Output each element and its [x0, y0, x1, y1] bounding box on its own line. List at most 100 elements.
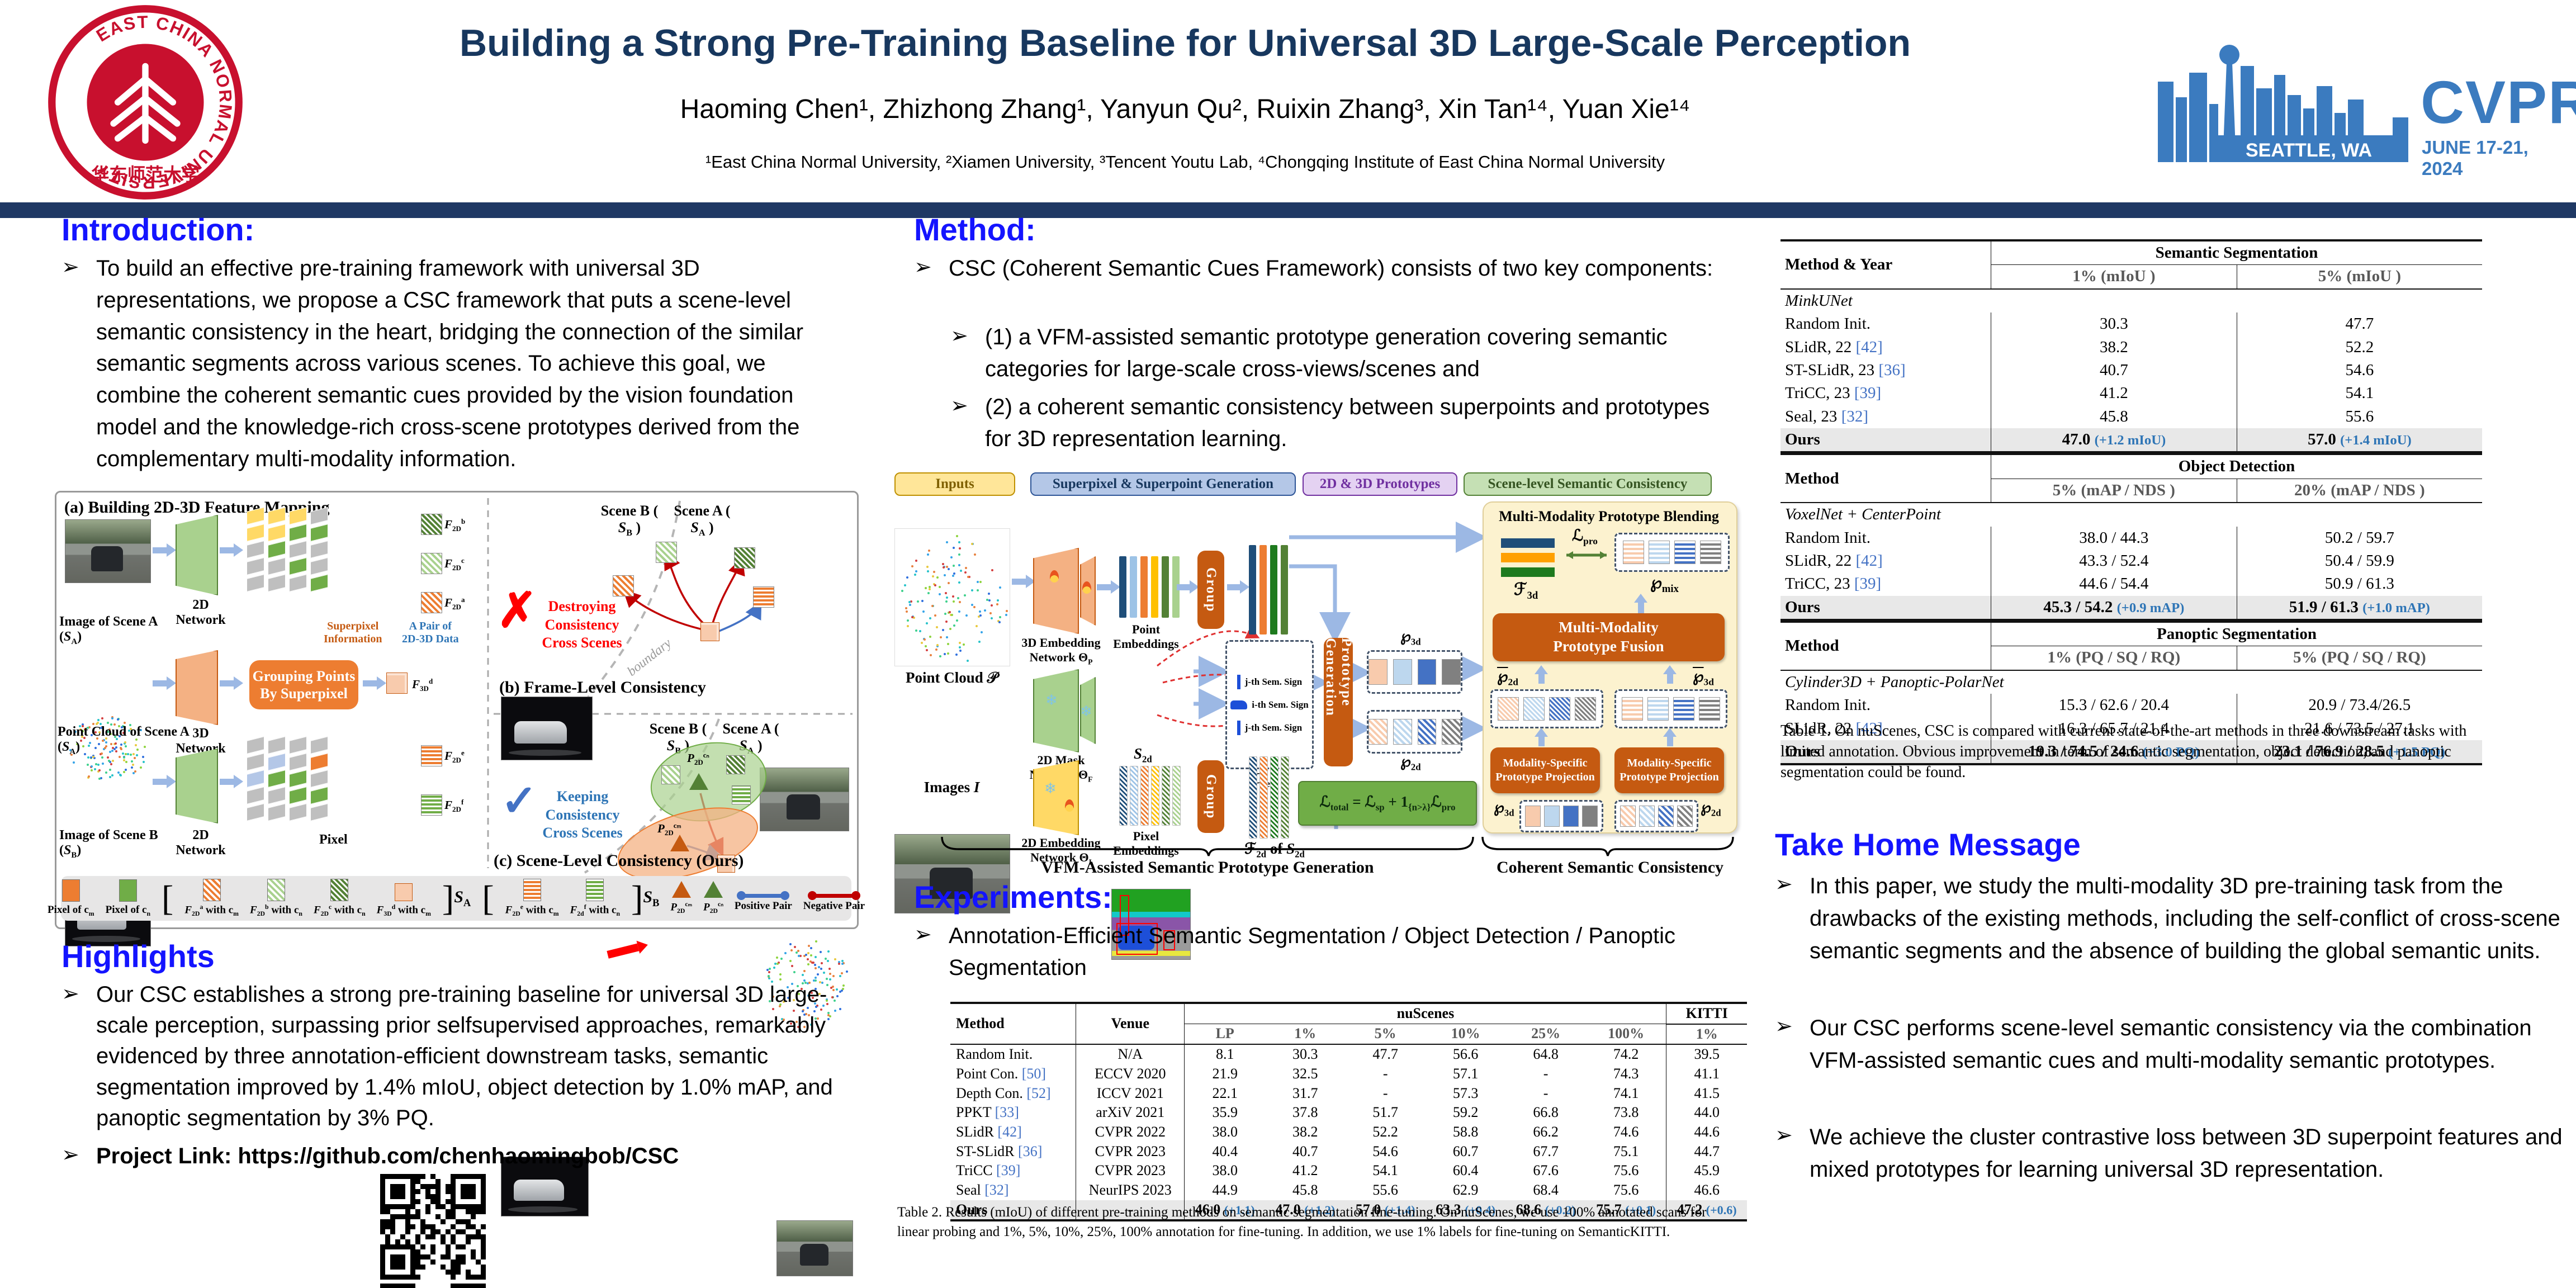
table-row: ST-SLidR [36] CVPR 2023 40.4 40.7 54.6 60.7 67… [950, 1142, 1747, 1162]
table-row: SLidR [42] CVPR 2022 38.0 38.2 52.2 58.8 66.2 7… [950, 1123, 1747, 1142]
table-row: Depth Con. [52] ICCV 2021 22.1 31.7-57.3-74… [950, 1083, 1747, 1104]
table-1: Method & Year Semantic Segmentation 1% (mI… [1781, 239, 2482, 766]
legend-swatch-icon [671, 881, 691, 898]
table-row: SLidR, 22 [42] 38.2 52.2 [1781, 335, 2482, 359]
brace-left-label: VFM-Assisted Semantic Prototype Generati… [1041, 858, 1374, 877]
take-home-bullet-1: ➢ In this paper, we study the multi-moda… [1775, 870, 2569, 967]
cvpr-logo: SEATTLE, WA CVPR JUNE 17-21, 2024 [2158, 22, 2576, 179]
check-mark-icon: ✓ [501, 776, 538, 825]
table-row: PPKT [33] arXiV 2021 35.9 37.8 51.7 59.2 66.8 7… [950, 1103, 1747, 1123]
project-link[interactable]: Project Link: https://github.com/chenhao… [96, 1144, 679, 1168]
experiments-heading: Experiments: [914, 879, 1112, 915]
point-cloud-label: Point Cloud 𝒫 [905, 669, 998, 686]
legend-label: Negative Pair [803, 899, 865, 912]
legend-item: F2df with cn [570, 878, 620, 918]
take-home-bullet-3: ➢ We achieve the cluster contrastive los… [1775, 1121, 2569, 1186]
bullet-arrow-icon: ➢ [61, 982, 79, 1006]
f3d-d-label: F3Dd [412, 677, 433, 693]
point-cloud-thumb [762, 936, 850, 1030]
table-row: TriCC [39] CVPR 2023 38.0 41.2 54.1 60.4 67.6 7… [950, 1161, 1747, 1181]
loss-formula-box: ℒtotal = ℒsp + 1{n>λ}ℒpro [1298, 781, 1477, 826]
p2d-bar-box [1490, 689, 1603, 728]
superpoint-cube [717, 855, 735, 873]
architecture-row: MinkUNet [1785, 291, 1853, 310]
red-arrow-icon [606, 938, 650, 961]
bullet-arrow-icon: ➢ [914, 255, 932, 279]
table-row: TriCC, 23 [39] 41.2 54.1 [1781, 382, 2482, 405]
p2d-bar-label: ℘2d [1497, 668, 1518, 688]
legend-label: F3Dd with cm [376, 903, 431, 918]
legend-swatch-icon [267, 878, 285, 901]
prototype-generation-box: Prototype Generation [1323, 638, 1354, 766]
legend-set-label: SA [454, 887, 471, 909]
feature-chip [753, 586, 774, 608]
f3d-label: ℱ3d [1514, 580, 1538, 602]
architecture-row: Cylinder3D + Panoptic-PolarNet [1785, 673, 2004, 691]
bullet-arrow-icon: ➢ [61, 1143, 79, 1167]
results-table-1-section-2: Method Object Detection 5% (mAP / NDS ) 20%… [1781, 453, 2482, 621]
arrow-up-icon [1663, 665, 1677, 684]
panel-b-scene-a-label: Scene A ( SA ) [674, 503, 731, 538]
2d-embedding-network [1033, 760, 1079, 835]
images-label: Images I [924, 779, 980, 795]
panel-b-scene-b-photo [501, 697, 593, 760]
experiments-bullet: ➢ Annotation-Efficient Semantic Segmenta… [914, 920, 1730, 984]
figure-legend: Pixel of cm Pixel of cn [F2Da with cm F2Db … [48, 876, 865, 921]
3d-network-label: 3D Network [176, 726, 226, 756]
method-main-text: CSC (Coherent Semantic Cues Framework) c… [949, 256, 1713, 281]
net2demb-label: 2D Embedding Network ΘI [1021, 836, 1101, 866]
table-row: SLidR, 22 [42] 43.3 / 52.4 50.4 / 59.9 [1781, 549, 2482, 573]
f2d-f-label: F2Df [444, 798, 464, 814]
panel-c-scene-a-label: Scene A ( SA ) [722, 721, 779, 756]
f2d-e-label: F2De [444, 749, 465, 765]
ours-row: Ours 45.3 / 54.2 (+0.9 mAP) 51.9 / 61.3 (+… [1781, 595, 2482, 620]
arrow-icon [153, 543, 176, 557]
superpoint-cube [386, 673, 408, 694]
arrow-icon [220, 676, 243, 690]
msp-box-1: Modality-Specific Prototype Projection [1490, 747, 1600, 793]
csem-box: j-th Sem. Sign i-th Sem. Sign j-th Sem. … [1225, 640, 1314, 769]
feature-chip [613, 575, 634, 596]
legend-bracket: [ [162, 878, 174, 918]
legend-superpixel: Superpixel & Superpoint Generation [1030, 472, 1296, 496]
table-1-caption: Table 1. On nuScenes, CSC is compared wi… [1781, 722, 2467, 781]
blending-title: Multi-Modality Prototype Blending [1499, 508, 1719, 524]
f2d-b-label: F2Db [444, 517, 466, 533]
f2d-a-label: F2Da [444, 595, 465, 612]
legend-item: F2De with cm [505, 878, 559, 918]
2d-network-label: 2D Network [176, 598, 226, 627]
legend-prototypes: 2D & 3D Prototypes [1303, 472, 1457, 496]
p2d-cn-label: P2Dcₙ [687, 751, 709, 767]
msp-box-2: Modality-Specific Prototype Projection [1614, 747, 1724, 793]
legend-swatch-icon [119, 879, 137, 902]
bullet-arrow-icon: ➢ [914, 923, 932, 946]
legend-item: F2Dc with cn [314, 878, 366, 918]
p3d-inner-box [1519, 800, 1603, 832]
arrow-icon [220, 775, 243, 788]
2d-mask-network-slab [1080, 677, 1096, 744]
legend-bracket: [ [482, 878, 494, 918]
group-box-3d: Group [1197, 551, 1224, 629]
table-row: ST-SLidR, 23 [36] 40.7 54.6 [1781, 358, 2482, 382]
legend-label: F2Db with cn [249, 903, 302, 918]
column-header: KITTI [1666, 1003, 1747, 1025]
arrow-icon [1012, 575, 1035, 588]
grouping-box: Grouping Points By Superpixel [249, 660, 358, 709]
arrow-icon [1097, 580, 1120, 594]
column-header: 10% [1425, 1024, 1506, 1045]
results-table-2: Method Venue nuScenes KITTI LP 1% 5% 10% 25% 100%… [950, 1002, 1747, 1222]
legend-item: F2Db with cn [249, 878, 302, 918]
table-row: Random Init. 15.3 / 62.6 / 20.4 20.9 / 73.… [1781, 694, 2482, 717]
keeping-label: Keeping Consistency Cross Scenes [542, 788, 623, 841]
take-home-text-1: In this paper, we study the multi-modali… [1810, 874, 2560, 963]
table-2: Method Venue nuScenes KITTI LP 1% 5% 10% 25% 100%… [950, 1002, 1747, 1222]
feature-chip [421, 745, 442, 766]
intro-bullet-text: To build an effective pre-training frame… [96, 256, 804, 471]
legend-label: F2De with cm [505, 903, 559, 918]
p2d-box [1367, 710, 1462, 754]
arrow-icon [1177, 580, 1199, 594]
column-header: 25% [1505, 1024, 1586, 1045]
p3d-box [1367, 650, 1462, 694]
legend-item: P2Dcₘ [670, 881, 692, 915]
results-table-1-section-1: Method & Year Semantic Segmentation 1% (mI… [1781, 239, 2482, 453]
